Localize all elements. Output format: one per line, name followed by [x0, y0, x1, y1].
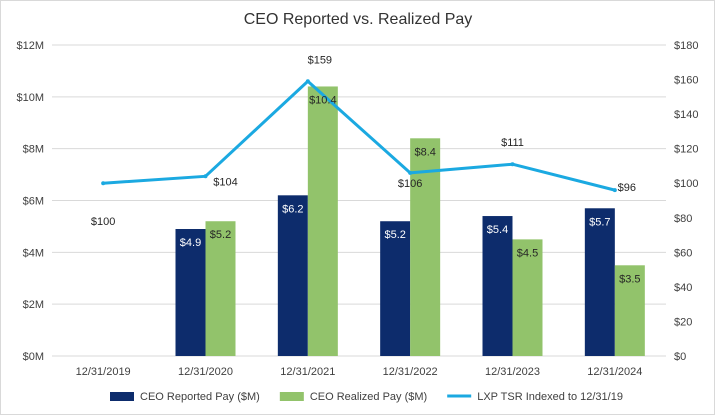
reported-pay-label: $5.2 [384, 229, 405, 241]
reported-pay-bar [380, 221, 411, 356]
realized-pay-label: $4.5 [517, 247, 538, 259]
legend-label: CEO Reported Pay ($M) [140, 391, 260, 403]
y-left-tick-label: $0M [23, 351, 44, 363]
tsr-point [203, 174, 208, 179]
realized-pay-bar [307, 86, 338, 356]
legend: CEO Reported Pay ($M) CEO Realized Pay ($… [110, 391, 623, 403]
reported-pay-label: $6.2 [282, 203, 303, 215]
realized-pay-label: $10.4 [309, 94, 337, 106]
y-left-tick-label: $8M [23, 144, 44, 156]
tsr-point [612, 188, 617, 193]
tsr-point [408, 170, 413, 175]
y-left-tick-label: $2M [23, 299, 44, 311]
realized-pay-label: $5.2 [210, 229, 231, 241]
axes: $0M $2M $4M $6M $8M $10M $12M $0 $20 $40 $60 $80 $10… [16, 40, 698, 378]
tsr-line-path [103, 79, 616, 192]
legend-label: CEO Realized Pay ($M) [310, 391, 427, 403]
tsr-label: $106 [398, 178, 422, 190]
data-labels: $4.9 $6.2 $5.2 $5.4 $5.7 $5.2 $10.4 $8.4 $4.5 $3.… [91, 54, 641, 285]
y-right-tick-label: $80 [674, 213, 692, 225]
reported-pay-bar [175, 229, 206, 356]
chart-title: CEO Reported vs. Realized Pay [244, 11, 473, 28]
realized-pay-label: $3.5 [619, 273, 640, 285]
x-tick-label: 12/31/2022 [383, 366, 438, 378]
tsr-line [101, 79, 617, 193]
x-tick-label: 12/31/2021 [280, 366, 335, 378]
x-tick-label: 12/31/2023 [485, 366, 540, 378]
reported-pay-label: $5.7 [589, 216, 610, 228]
x-tick-label: 12/31/2019 [76, 366, 131, 378]
reported-pay-bar [277, 195, 308, 356]
tsr-point [101, 181, 106, 186]
y-left-tick-label: $12M [16, 40, 44, 52]
tsr-label: $96 [618, 182, 636, 194]
legend-label: LXP TSR Indexed to 12/31/19 [477, 391, 623, 403]
legend-swatch [279, 392, 304, 401]
gridlines [52, 44, 666, 357]
x-tick-label: 12/31/2024 [587, 366, 642, 378]
realized-pay-bar [512, 239, 543, 356]
tsr-label: $111 [501, 137, 524, 149]
y-right-tick-label: $140 [674, 109, 698, 121]
y-right-tick-label: $100 [674, 178, 698, 190]
reported-pay-label: $4.9 [180, 237, 201, 249]
realized-pay-bar [205, 221, 236, 356]
bars [175, 86, 645, 356]
tsr-point [305, 79, 310, 84]
legend-swatch [110, 392, 134, 401]
reported-pay-label: $5.4 [487, 224, 508, 236]
tsr-point [510, 162, 515, 167]
tsr-label: $159 [308, 54, 332, 66]
y-right-tick-label: $180 [674, 40, 698, 52]
tsr-label: $100 [91, 216, 115, 228]
y-left-tick-label: $10M [16, 92, 44, 104]
y-right-tick-label: $0 [674, 351, 686, 363]
y-left-tick-label: $4M [23, 247, 44, 259]
y-left-tick-label: $6M [23, 196, 44, 208]
realized-pay-bar [410, 138, 441, 356]
y-right-tick-label: $60 [674, 247, 692, 259]
reported-pay-bar [482, 216, 513, 356]
y-right-tick-label: $160 [674, 75, 698, 87]
y-right-tick-label: $20 [674, 316, 692, 328]
tsr-label: $104 [213, 176, 237, 188]
y-right-tick-label: $120 [674, 144, 698, 156]
realized-pay-label: $8.4 [414, 146, 435, 158]
realized-pay-bar [614, 265, 645, 356]
reported-pay-bar [584, 208, 615, 356]
x-tick-label: 12/31/2020 [178, 366, 233, 378]
y-right-tick-label: $40 [674, 282, 692, 294]
